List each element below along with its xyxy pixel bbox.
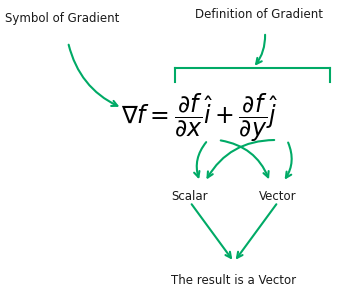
Text: Symbol of Gradient: Symbol of Gradient	[5, 12, 119, 25]
Text: $\nabla f = \dfrac{\partial f}{\partial x}\hat{i} + \dfrac{\partial f}{\partial : $\nabla f = \dfrac{\partial f}{\partial …	[121, 92, 278, 144]
Text: Definition of Gradient: Definition of Gradient	[195, 8, 323, 21]
Text: The result is a Vector: The result is a Vector	[172, 274, 297, 287]
Text: Vector: Vector	[259, 190, 297, 203]
Text: Scalar: Scalar	[172, 190, 208, 203]
